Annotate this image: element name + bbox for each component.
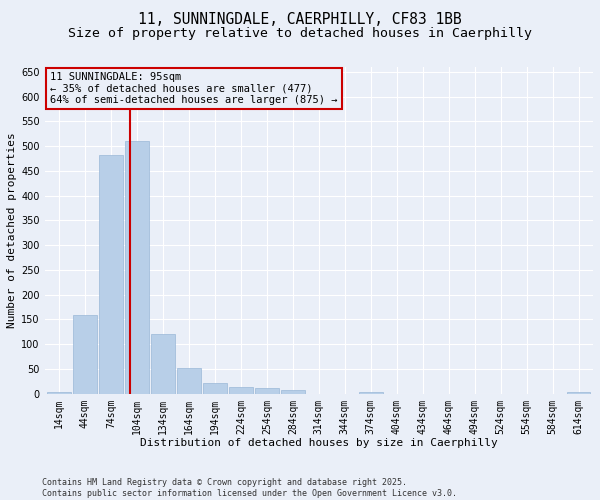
Bar — [229, 388, 253, 394]
Bar — [177, 368, 200, 394]
Bar — [359, 392, 383, 394]
Bar — [47, 392, 71, 394]
Text: Contains HM Land Registry data © Crown copyright and database right 2025.
Contai: Contains HM Land Registry data © Crown c… — [42, 478, 457, 498]
Bar — [255, 388, 278, 394]
Text: 11, SUNNINGDALE, CAERPHILLY, CF83 1BB: 11, SUNNINGDALE, CAERPHILLY, CF83 1BB — [138, 12, 462, 28]
Bar — [99, 155, 122, 394]
Bar — [125, 141, 149, 394]
Bar — [567, 392, 590, 394]
Text: 11 SUNNINGDALE: 95sqm
← 35% of detached houses are smaller (477)
64% of semi-det: 11 SUNNINGDALE: 95sqm ← 35% of detached … — [50, 72, 338, 105]
Bar — [151, 334, 175, 394]
Bar — [203, 383, 227, 394]
Text: Size of property relative to detached houses in Caerphilly: Size of property relative to detached ho… — [68, 28, 532, 40]
Bar — [281, 390, 305, 394]
Y-axis label: Number of detached properties: Number of detached properties — [7, 132, 17, 328]
X-axis label: Distribution of detached houses by size in Caerphilly: Distribution of detached houses by size … — [140, 438, 498, 448]
Bar — [73, 314, 97, 394]
